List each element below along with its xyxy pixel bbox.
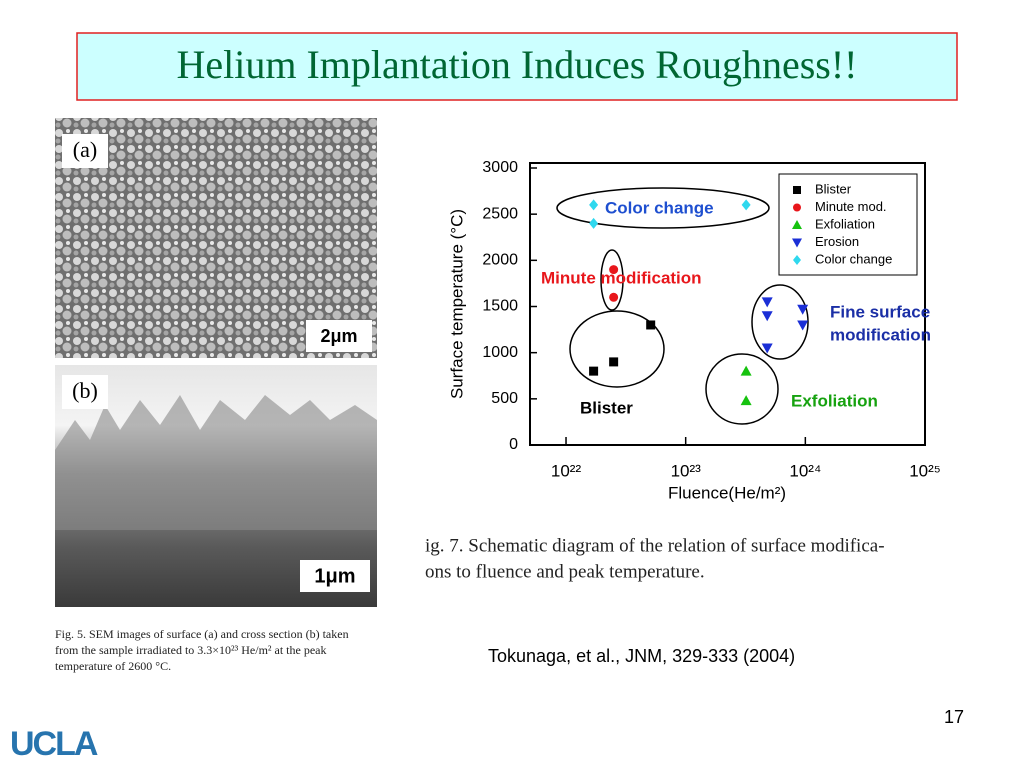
y-tick-label: 2000	[482, 252, 518, 269]
data-point	[609, 357, 619, 367]
label-box	[62, 375, 108, 409]
legend-label: Erosion	[815, 234, 859, 249]
data-point	[589, 199, 599, 211]
data-point	[589, 366, 599, 376]
data-point	[761, 297, 773, 308]
y-tick-label: 2500	[482, 205, 518, 222]
panel-label: (a)	[73, 137, 97, 162]
sem-image-a	[55, 118, 377, 358]
legend-label: Blister	[815, 181, 852, 196]
x-axis-label: Fluence(He/m²)	[668, 483, 786, 502]
caption-line: ons to fluence and peak temperature.	[425, 561, 705, 582]
panel-label: (b)	[72, 378, 98, 403]
annotation: Exfoliation	[791, 391, 878, 410]
annotation: Minute modification	[541, 268, 702, 287]
data-point	[741, 199, 751, 211]
caption-line: temperature of 2600 °C.	[55, 659, 171, 673]
data-point	[761, 343, 773, 354]
annotation: Color change	[605, 198, 714, 217]
legend-label: Minute mod.	[815, 199, 887, 214]
cross-section-texture	[55, 395, 377, 530]
data-point	[761, 311, 773, 322]
group-ellipse	[556, 187, 770, 229]
x-tick-label: 10²³	[671, 461, 702, 480]
data-point	[740, 395, 752, 406]
group-ellipse	[569, 310, 665, 388]
x-tick-label: 10²²	[551, 461, 582, 480]
scale-label: 1μm	[314, 565, 355, 587]
caption-line: from the sample irradiated to 3.3×10²³ H…	[55, 643, 326, 657]
scale-box	[306, 320, 372, 352]
group-ellipse	[600, 249, 624, 311]
data-point	[797, 320, 809, 331]
annotation: Fine surface	[830, 302, 930, 321]
legend-label: Color change	[815, 251, 892, 266]
logo: UCLA	[10, 725, 98, 763]
data-point	[646, 320, 656, 330]
y-tick-label: 3000	[482, 159, 518, 176]
legend-marker	[793, 186, 801, 194]
legend-marker	[793, 203, 801, 212]
x-tick-label: 10²⁴	[789, 461, 821, 480]
y-tick-label: 0	[509, 436, 518, 453]
legend-label: Exfoliation	[815, 216, 875, 231]
legend-box	[778, 173, 918, 276]
label-box	[62, 134, 108, 168]
annotation: modification	[830, 325, 931, 344]
caption-line: Fig. 5. SEM images of surface (a) and cr…	[55, 627, 349, 641]
scale-label: 2μm	[320, 326, 357, 346]
group-ellipse	[751, 284, 809, 360]
data-point	[797, 304, 809, 315]
data-point	[589, 217, 599, 229]
data-point	[609, 292, 619, 302]
legend-marker	[792, 220, 802, 229]
y-tick-label: 1000	[482, 344, 518, 361]
x-tick-label: 10²⁵	[909, 461, 941, 480]
data-point	[740, 365, 752, 376]
annotation: Blister	[580, 398, 633, 417]
scale-box	[300, 560, 370, 592]
slide-title: Helium Implantation Induces Roughness!!	[177, 42, 858, 87]
data-point	[609, 265, 619, 275]
caption-line: ig. 7. Schematic diagram of the relation…	[425, 535, 885, 556]
y-axis-label: Surface temperature (°C)	[447, 209, 466, 399]
y-tick-label: 500	[491, 390, 518, 407]
title-box	[76, 32, 958, 101]
citation: Tokunaga, et al., JNM, 329-333 (2004)	[488, 646, 795, 666]
y-tick-label: 1500	[482, 298, 518, 315]
legend-marker	[792, 238, 802, 248]
group-ellipse	[705, 353, 779, 425]
chart: Color change Minute modification Blister…	[447, 159, 940, 502]
legend-marker	[793, 255, 801, 265]
page-number: 17	[944, 707, 964, 727]
